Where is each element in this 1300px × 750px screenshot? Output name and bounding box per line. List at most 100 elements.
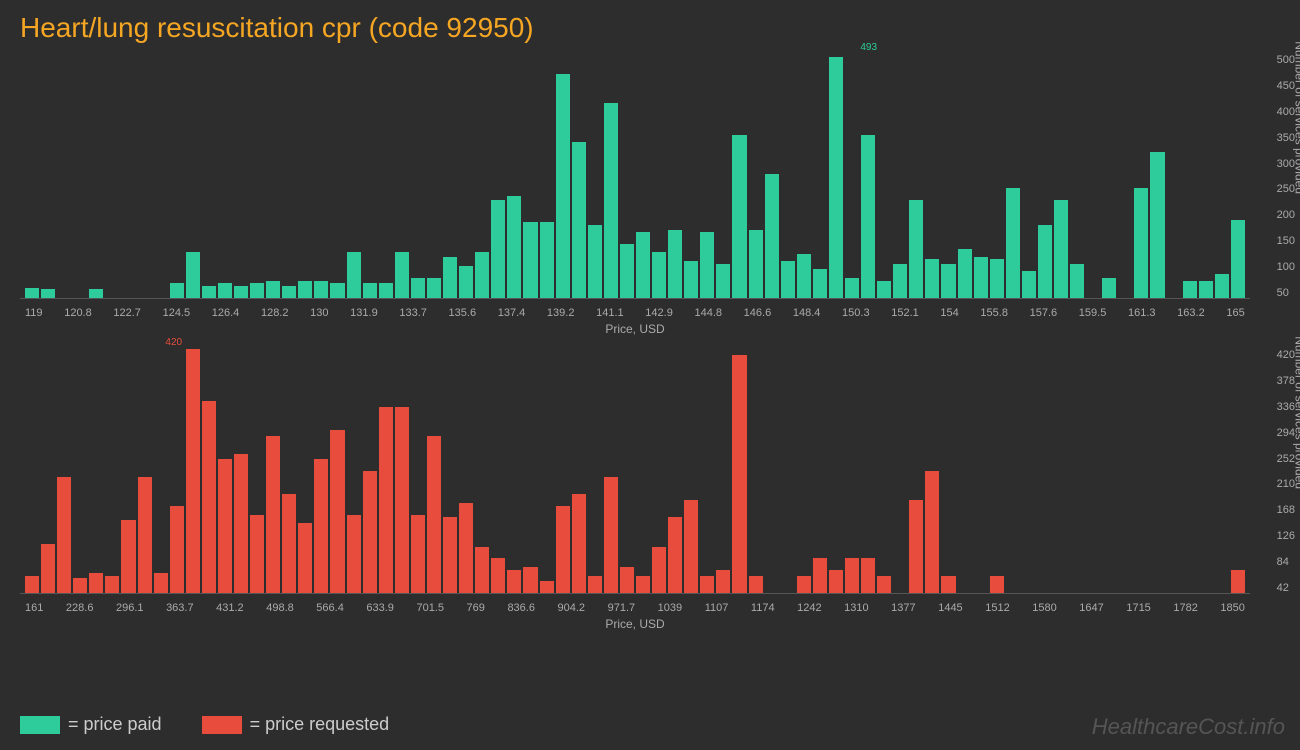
plot-area-requested: 420 [20, 349, 1250, 594]
x-tick: 122.7 [113, 307, 141, 319]
bars-requested [20, 349, 1250, 593]
y-label-paid: Number of services provided [1293, 41, 1300, 194]
x-tick: 1512 [985, 602, 1009, 614]
bar [523, 567, 537, 593]
x-tick: 142.9 [645, 307, 673, 319]
bar [990, 576, 1004, 593]
x-tick: 1242 [797, 602, 821, 614]
bar [154, 573, 168, 593]
bar [234, 454, 248, 593]
bar [861, 558, 875, 593]
bar [314, 281, 328, 298]
x-tick: 161.3 [1128, 307, 1156, 319]
bar [909, 500, 923, 593]
x-tick: 1850 [1220, 602, 1244, 614]
chart-title: Heart/lung resuscitation cpr (code 92950… [0, 0, 1300, 44]
x-tick: 566.4 [316, 602, 344, 614]
bar [1038, 225, 1052, 298]
bar [427, 436, 441, 593]
bar [1134, 188, 1148, 298]
x-tick: 157.6 [1030, 307, 1058, 319]
x-tick: 1174 [751, 602, 775, 614]
legend-item-requested: = price requested [202, 714, 390, 735]
bar [813, 558, 827, 593]
bar [716, 570, 730, 593]
x-tick: 131.9 [350, 307, 378, 319]
bar [732, 355, 746, 593]
x-tick: 1445 [938, 602, 962, 614]
bar [604, 477, 618, 593]
x-tick: 431.2 [216, 602, 244, 614]
bar [1199, 281, 1213, 298]
y-tick: 42 [1277, 582, 1295, 594]
bar [829, 57, 843, 298]
watermark: HealthcareCost.info [1092, 714, 1285, 740]
bar [572, 142, 586, 298]
bar [41, 289, 55, 298]
bar [749, 576, 763, 593]
bar [668, 517, 682, 593]
bar [925, 471, 939, 593]
x-label-paid: Price, USD [605, 322, 664, 336]
x-tick: 163.2 [1177, 307, 1205, 319]
x-tick: 141.1 [596, 307, 624, 319]
bar [684, 261, 698, 298]
bar [1102, 278, 1116, 298]
legend: = price paid = price requested [20, 714, 389, 735]
x-tick: 1715 [1126, 602, 1150, 614]
bar [89, 289, 103, 298]
bar [604, 103, 618, 298]
x-tick: 139.2 [547, 307, 575, 319]
bar [749, 230, 763, 298]
x-tick: 130 [310, 307, 328, 319]
bar [1022, 271, 1036, 298]
legend-label-paid: = price paid [68, 714, 162, 735]
bar [218, 459, 232, 593]
bar [1150, 152, 1164, 298]
x-tick: 148.4 [793, 307, 821, 319]
x-tick: 165 [1226, 307, 1244, 319]
x-tick: 161 [25, 602, 43, 614]
bar [877, 576, 891, 593]
bar [105, 576, 119, 593]
bar [347, 252, 361, 298]
bar [330, 430, 344, 593]
bar [186, 349, 200, 593]
x-tick: 126.4 [212, 307, 240, 319]
bar [57, 477, 71, 593]
bar [877, 281, 891, 298]
x-axis-requested: 161228.6296.1363.7431.2498.8566.4633.970… [20, 602, 1250, 614]
bar [652, 547, 666, 593]
bar [491, 558, 505, 593]
bar [411, 515, 425, 593]
y-tick: 150 [1277, 235, 1295, 247]
bar [1215, 274, 1229, 298]
bar [170, 283, 184, 298]
bar [716, 264, 730, 298]
x-tick: 144.8 [694, 307, 722, 319]
bar [170, 506, 184, 593]
x-tick: 836.6 [507, 602, 535, 614]
x-tick: 363.7 [166, 602, 194, 614]
bar [427, 278, 441, 298]
legend-item-paid: = price paid [20, 714, 162, 735]
bar [893, 264, 907, 298]
bar [540, 222, 554, 298]
x-tick: 498.8 [266, 602, 294, 614]
bar [620, 244, 634, 298]
x-tick: 155.8 [980, 307, 1008, 319]
bar [700, 232, 714, 298]
bar [282, 494, 296, 593]
bar [347, 515, 361, 593]
x-tick: 228.6 [66, 602, 94, 614]
chart-requested-container: 420 161228.6296.1363.7431.2498.8566.4633… [20, 349, 1250, 629]
bar [363, 283, 377, 298]
bar [330, 283, 344, 298]
bar [234, 286, 248, 298]
bar [556, 506, 570, 593]
x-tick: 1107 [705, 602, 729, 614]
y-tick: 50 [1277, 287, 1295, 299]
bar [121, 520, 135, 593]
bar [1231, 570, 1245, 593]
x-tick: 1039 [658, 602, 682, 614]
